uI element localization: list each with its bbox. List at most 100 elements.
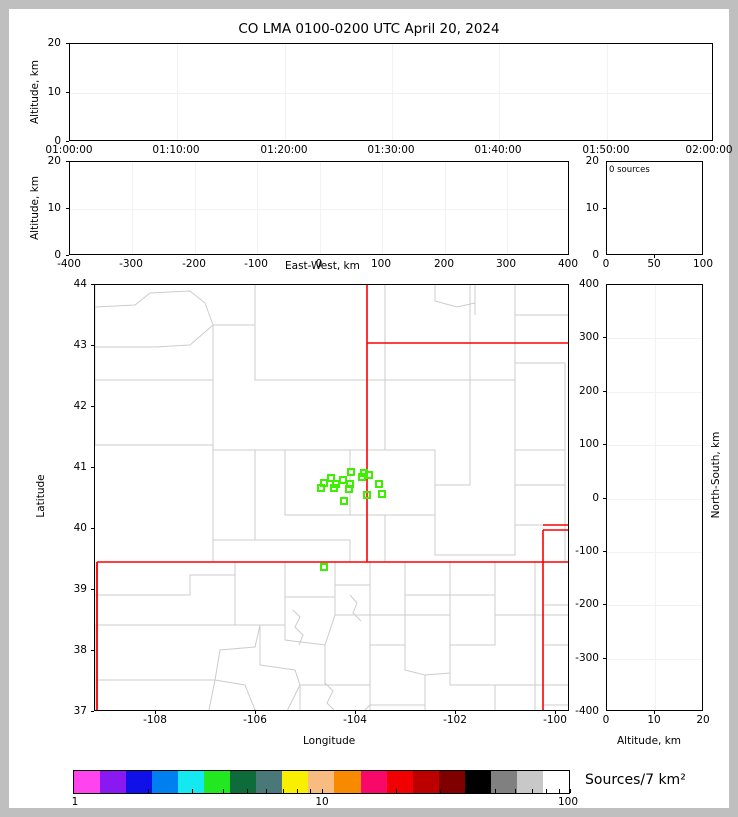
tickmark	[654, 711, 655, 714]
tickmark	[66, 161, 69, 162]
colorbar-swatch-6	[230, 771, 257, 793]
tick-label-lon--108: -108	[143, 714, 167, 726]
panel-time-height[interactable]	[69, 43, 713, 141]
tick-label-ew-7: 300	[495, 258, 517, 270]
panel-altitude-histogram[interactable]: 0 sources	[606, 161, 703, 255]
tick-label-ew-8: 400	[557, 258, 579, 270]
tickmark	[603, 551, 606, 552]
tickmark	[91, 711, 94, 712]
tick-label-lat-44: 44	[73, 278, 87, 290]
tick-label-hist-x100: 100	[692, 258, 714, 270]
figure-title: CO LMA 0100-0200 UTC April 20, 2024	[238, 21, 500, 37]
colorbar-label-max: 100	[557, 796, 579, 808]
tickmark	[603, 391, 606, 392]
colorbar-swatch-7	[256, 771, 283, 793]
axis-label-altitude-ew: Altitude, km	[29, 176, 41, 241]
colorbar-tickmark	[396, 789, 398, 793]
colorbar-swatch-13	[412, 771, 439, 793]
colorbar-tickmark	[191, 789, 193, 793]
tick-label-ns-alt-0: 0	[602, 714, 610, 726]
panel-plan-view-map[interactable]	[94, 284, 569, 711]
colorbar-tickmark	[297, 789, 299, 793]
colorbar-swatch-16	[490, 771, 517, 793]
source-marker	[347, 468, 355, 477]
source-marker	[378, 489, 386, 498]
tick-label-time-5: 01:50:00	[582, 144, 630, 156]
source-marker	[375, 480, 383, 489]
tickmark	[603, 658, 606, 659]
tickmark	[603, 337, 606, 338]
tickmark	[91, 589, 94, 590]
colorbar-swatch-11	[360, 771, 387, 793]
tick-label-ns--300: -300	[575, 652, 599, 664]
colorbar-tickmark	[321, 789, 323, 793]
tickmark	[603, 444, 606, 445]
colorbar-tickmark	[222, 789, 224, 793]
tick-label-ew-4: 0	[315, 258, 323, 270]
tick-label-ns-alt-20: 20	[696, 714, 710, 726]
tick-label-ew-alt-10: 10	[47, 202, 61, 214]
tickmark	[603, 208, 606, 209]
tick-label-hist-x50: 50	[647, 258, 661, 270]
tick-label-lon--102: -102	[443, 714, 467, 726]
source-marker	[345, 484, 353, 493]
colorbar-tickmark	[246, 789, 248, 793]
tick-label-ns-200: 200	[578, 385, 599, 397]
colorbar-swatch-8	[282, 771, 309, 793]
colorbar-tickmark	[558, 789, 560, 793]
axis-label-east-west: East-West, km	[285, 260, 360, 272]
tickmark	[155, 711, 156, 714]
axis-label-longitude: Longitude	[303, 735, 356, 747]
tick-label-altitude-0: 0	[54, 135, 61, 147]
panel-north-south-height[interactable]	[606, 284, 703, 711]
tickmark	[603, 604, 606, 605]
tick-label-ns-400: 400	[578, 278, 599, 290]
colorbar-swatch-3	[152, 771, 179, 793]
colorbar-tickmark	[283, 789, 284, 793]
tick-label-time-3: 01:30:00	[367, 144, 415, 156]
colorbar-swatch-5	[204, 771, 231, 793]
tick-label-time-1: 01:10:00	[152, 144, 200, 156]
tickmark	[91, 467, 94, 468]
tick-label-hist-0: 0	[592, 249, 599, 261]
colorbar-swatch-2	[126, 771, 153, 793]
colorbar-title: Sources/7 km²	[585, 772, 686, 788]
tick-label-ew-2: -200	[182, 258, 206, 270]
tick-label-lon--104: -104	[343, 714, 367, 726]
source-marker	[346, 479, 354, 488]
colorbar-swatch-14	[438, 771, 465, 793]
axis-label-north-south: North-South, km	[710, 431, 722, 519]
tick-label-altitude-10: 10	[47, 86, 61, 98]
tickmark	[66, 92, 69, 93]
tick-label-lat-37: 37	[73, 705, 87, 717]
tickmark	[66, 255, 69, 256]
source-marker	[327, 473, 335, 482]
tick-label-ns--200: -200	[575, 598, 599, 610]
tickmark	[555, 711, 556, 714]
source-marker	[330, 484, 338, 493]
panel-east-west-height[interactable]	[69, 161, 569, 255]
map-geography	[95, 285, 568, 710]
colorbar-swatch-10	[334, 771, 361, 793]
tickmark	[355, 711, 356, 714]
tick-label-ns-300: 300	[578, 331, 599, 343]
tickmark	[91, 650, 94, 651]
histogram-source-count-annotation: 0 sources	[609, 165, 650, 175]
colorbar[interactable]	[73, 770, 570, 794]
tickmark	[603, 498, 606, 499]
tick-label-time-2: 01:20:00	[260, 144, 308, 156]
colorbar-tickmark	[471, 789, 473, 793]
tickmark	[66, 43, 69, 44]
tick-label-lat-38: 38	[73, 644, 87, 656]
tick-label-ew-6: 200	[433, 258, 455, 270]
tickmark	[91, 528, 94, 529]
colorbar-swatch-12	[386, 771, 413, 793]
tick-label-ew-3: -100	[244, 258, 268, 270]
tickmark	[91, 284, 94, 285]
source-marker	[363, 490, 371, 499]
source-marker	[339, 496, 348, 505]
tick-label-ew-alt-0: 0	[54, 249, 61, 261]
colorbar-tickmark	[266, 789, 268, 793]
tickmark	[66, 208, 69, 209]
colorbar-tickmark	[514, 789, 516, 793]
